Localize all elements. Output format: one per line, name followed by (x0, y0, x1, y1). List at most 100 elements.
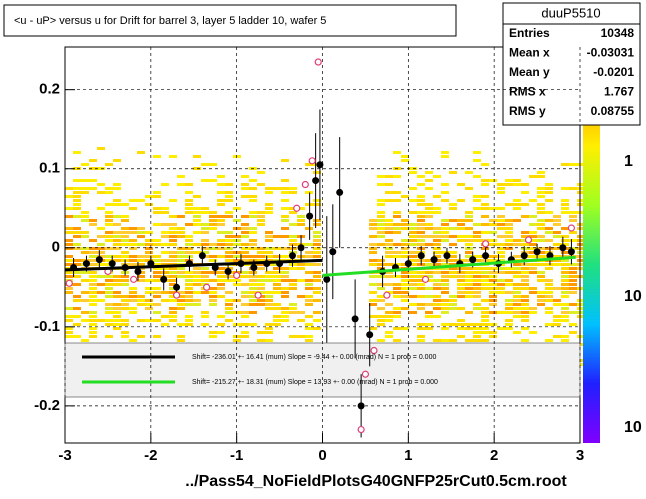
heat-cell (105, 307, 113, 310)
heat-cell (265, 187, 273, 190)
open-point (383, 291, 391, 299)
heat-cell (105, 319, 113, 322)
heat-cell (185, 239, 193, 242)
heat-cell (297, 215, 305, 218)
heat-cell (193, 215, 201, 218)
heat-cell (465, 255, 473, 258)
heat-cell (481, 231, 489, 234)
heat-cell (529, 263, 537, 266)
heat-cell (209, 255, 217, 258)
heat-cell (441, 263, 449, 266)
heat-cell (505, 227, 513, 230)
heat-cell (281, 287, 289, 290)
legend-label: Shift= -215.27 +- 18.31 (mum) Slope = 13… (192, 379, 438, 386)
heat-cell (177, 227, 185, 230)
heat-cell (201, 315, 209, 318)
heat-cell (169, 319, 177, 322)
heat-cell (497, 227, 505, 230)
heat-cell (425, 171, 433, 174)
heat-cell (577, 203, 585, 206)
point (224, 267, 232, 275)
heat-cell (225, 243, 233, 246)
heat-cell (185, 323, 193, 326)
x-tick-label: -2 (144, 447, 157, 464)
heat-cell (225, 183, 233, 186)
heat-cell (569, 263, 577, 266)
open-point (203, 283, 211, 291)
heat-cell (193, 299, 201, 302)
heat-cell (273, 303, 281, 306)
heat-cell (281, 271, 289, 274)
heat-cell (449, 271, 457, 274)
x-tick-label: 1 (404, 447, 412, 464)
heat-cell (489, 275, 497, 278)
heat-cell (241, 251, 249, 254)
heat-cell (569, 219, 577, 222)
heat-cell (505, 311, 513, 314)
heat-cell (529, 175, 537, 178)
heat-cell (193, 275, 201, 278)
heat-cell (169, 271, 177, 274)
heat-cell (577, 247, 585, 250)
heat-cell (177, 291, 185, 294)
heat-cell (473, 207, 481, 210)
heat-cell (449, 255, 457, 258)
heat-cell (225, 199, 233, 202)
heat-cell (385, 219, 393, 222)
heat-cell (193, 223, 201, 226)
stats-value: 0.08755 (591, 104, 635, 118)
heat-cell (521, 299, 529, 302)
heat-cell (537, 195, 545, 198)
heat-cell (209, 271, 217, 274)
heat-cell (473, 279, 481, 282)
heat-cell (497, 207, 505, 210)
heat-cell (505, 307, 513, 310)
heat-cell (297, 335, 305, 338)
heat-cell (481, 311, 489, 314)
heat-cell (233, 339, 241, 342)
heat-cell (401, 159, 409, 162)
heat-cell (465, 323, 473, 326)
heat-cell (97, 147, 105, 150)
heat-cell (393, 211, 401, 214)
heat-cell (137, 227, 145, 230)
heat-cell (169, 251, 177, 254)
heat-cell (481, 203, 489, 206)
heat-cell (433, 279, 441, 282)
heat-cell (105, 239, 113, 242)
heat-cell (169, 231, 177, 234)
heat-cell (153, 291, 161, 294)
heat-cell (305, 279, 313, 282)
heat-cell (465, 311, 473, 314)
heat-cell (489, 279, 497, 282)
heat-cell (185, 279, 193, 282)
heat-cell (553, 235, 561, 238)
heat-cell (465, 259, 473, 262)
heat-cell (289, 303, 297, 306)
heat-cell (449, 323, 457, 326)
heat-cell (569, 271, 577, 274)
heat-cell (417, 223, 425, 226)
heat-cell (185, 319, 193, 322)
heat-cell (249, 227, 257, 230)
heat-cell (377, 203, 385, 206)
heat-cell (449, 263, 457, 266)
heat-cell (81, 231, 89, 234)
heat-cell (425, 243, 433, 246)
heat-cell (545, 267, 553, 270)
heat-cell (265, 299, 273, 302)
heat-cell (121, 299, 129, 302)
heat-cell (513, 203, 521, 206)
heat-cell (257, 223, 265, 226)
heat-cell (241, 335, 249, 338)
heat-cell (457, 335, 465, 338)
heat-cell (577, 299, 585, 302)
heat-cell (537, 219, 545, 222)
heat-cell (217, 331, 225, 334)
heat-cell (65, 243, 73, 246)
heat-cell (289, 239, 297, 242)
point (316, 161, 324, 169)
heat-cell (265, 255, 273, 258)
heat-cell (577, 275, 585, 278)
colorbar-label: 10 (624, 288, 642, 305)
